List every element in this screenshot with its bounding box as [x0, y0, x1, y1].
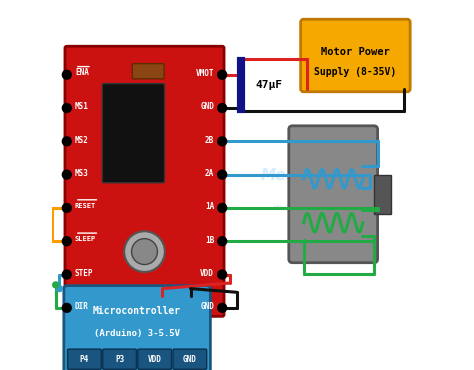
Circle shape	[56, 286, 63, 292]
Circle shape	[218, 204, 227, 212]
Circle shape	[218, 303, 227, 312]
FancyBboxPatch shape	[103, 349, 137, 369]
Bar	[374, 175, 391, 214]
FancyBboxPatch shape	[102, 84, 164, 183]
Text: VDD: VDD	[200, 269, 214, 278]
Circle shape	[132, 239, 157, 265]
Text: How To
Mechatronics: How To Mechatronics	[261, 150, 376, 183]
Circle shape	[218, 70, 227, 79]
Circle shape	[218, 170, 227, 179]
Text: MS3: MS3	[75, 169, 89, 178]
FancyBboxPatch shape	[289, 126, 378, 263]
Text: 47μF: 47μF	[255, 80, 283, 90]
Circle shape	[63, 137, 71, 146]
Text: HowToMechatronics.com: HowToMechatronics.com	[274, 204, 363, 210]
Text: STEP: STEP	[75, 269, 93, 278]
Circle shape	[218, 104, 227, 112]
FancyBboxPatch shape	[301, 19, 410, 92]
Circle shape	[218, 270, 227, 279]
Circle shape	[218, 137, 227, 146]
Text: MS2: MS2	[75, 136, 89, 145]
Text: MS1: MS1	[75, 102, 89, 111]
Circle shape	[63, 70, 71, 79]
Circle shape	[124, 231, 165, 272]
Circle shape	[63, 303, 71, 312]
Text: Motor Power: Motor Power	[321, 47, 390, 57]
Text: (Arduino) 3-5.5V: (Arduino) 3-5.5V	[94, 329, 180, 338]
Text: RESET: RESET	[75, 203, 96, 209]
FancyBboxPatch shape	[138, 349, 172, 369]
Text: ENA: ENA	[75, 68, 89, 77]
Circle shape	[218, 237, 227, 246]
FancyBboxPatch shape	[67, 349, 101, 369]
Text: P4: P4	[80, 355, 89, 364]
Text: SLEEP: SLEEP	[75, 236, 96, 242]
Text: Microcontroller: Microcontroller	[93, 306, 181, 316]
Text: 2A: 2A	[205, 169, 214, 178]
Text: VMOT: VMOT	[196, 69, 214, 78]
Text: Supply (8-35V): Supply (8-35V)	[314, 67, 397, 77]
Circle shape	[63, 170, 71, 179]
Text: GND: GND	[200, 102, 214, 111]
Circle shape	[63, 237, 71, 246]
Text: 1B: 1B	[205, 236, 214, 245]
FancyBboxPatch shape	[64, 286, 210, 370]
FancyBboxPatch shape	[65, 46, 224, 316]
Text: DIR: DIR	[75, 302, 89, 311]
Text: VDD: VDD	[148, 355, 162, 364]
FancyBboxPatch shape	[173, 349, 207, 369]
Circle shape	[63, 104, 71, 112]
Circle shape	[63, 204, 71, 212]
Circle shape	[63, 270, 71, 279]
Text: GND: GND	[200, 302, 214, 311]
Text: GND: GND	[183, 355, 197, 364]
Text: 2B: 2B	[205, 136, 214, 145]
Circle shape	[53, 282, 59, 288]
FancyBboxPatch shape	[132, 64, 164, 79]
Text: P3: P3	[115, 355, 124, 364]
Text: 1A: 1A	[205, 202, 214, 211]
